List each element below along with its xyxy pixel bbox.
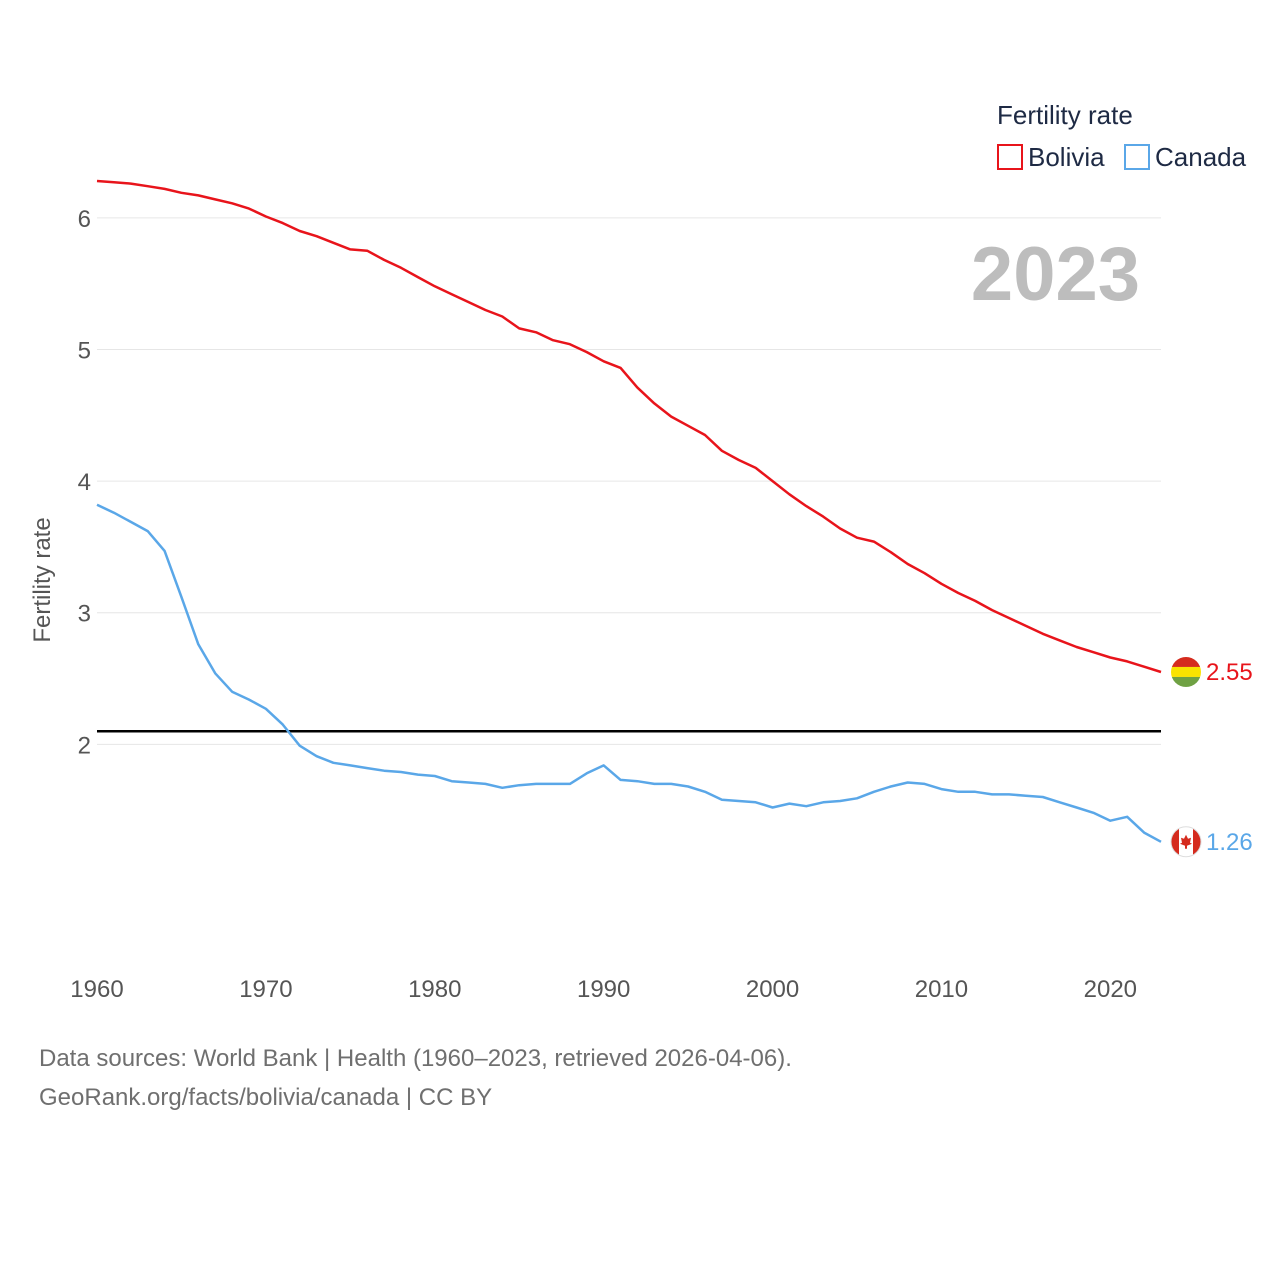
footer-attribution: GeoRank.org/facts/bolivia/canada | CC BY	[39, 1084, 493, 1111]
y-tick-label: 5	[78, 337, 91, 364]
y-tick-label: 2	[78, 732, 91, 759]
canada-end-value: 1.26	[1206, 829, 1253, 856]
x-tick-label: 1980	[408, 976, 461, 1003]
grid-lines	[97, 217, 1161, 745]
x-tick-label: 1970	[239, 976, 292, 1003]
bolivia-flag-icon	[1171, 656, 1201, 687]
legend-title: Fertility rate	[997, 100, 1133, 130]
y-tick-label: 4	[78, 469, 91, 496]
legend: Fertility rate Bolivia Canada	[997, 100, 1247, 172]
y-tick-label: 3	[78, 601, 91, 628]
canada-flag-icon	[1170, 826, 1202, 858]
series-lines	[96, 179, 1162, 843]
y-tick-label: 6	[78, 206, 91, 233]
x-tick-label: 2000	[746, 976, 799, 1003]
current-year-label: 2023	[971, 232, 1140, 317]
fertility-rate-chart: 2 3 4 5 6 1960 1970 1980 1990 2000 2010 2020 Ferti…	[29, 100, 1253, 1003]
x-tick-label: 1990	[577, 976, 630, 1003]
y-axis-ticks: 2 3 4 5 6	[78, 206, 91, 760]
y-axis-title: Fertility rate	[29, 517, 56, 642]
x-tick-label: 1960	[70, 976, 123, 1003]
series-line-bolivia	[96, 179, 1162, 674]
footer-sources: Data sources: World Bank | Health (1960–…	[39, 1045, 792, 1072]
x-axis-ticks: 1960 1970 1980 1990 2000 2010 2020	[70, 976, 1137, 1003]
bolivia-end-value: 2.55	[1206, 659, 1253, 686]
series-line-canada	[96, 503, 1162, 843]
legend-swatch-bolivia	[997, 144, 1023, 170]
legend-swatch-canada	[1124, 144, 1150, 170]
legend-label-canada: Canada	[1155, 142, 1247, 172]
legend-label-bolivia: Bolivia	[1028, 142, 1105, 172]
x-tick-label: 2010	[915, 976, 968, 1003]
x-tick-label: 2020	[1084, 976, 1137, 1003]
